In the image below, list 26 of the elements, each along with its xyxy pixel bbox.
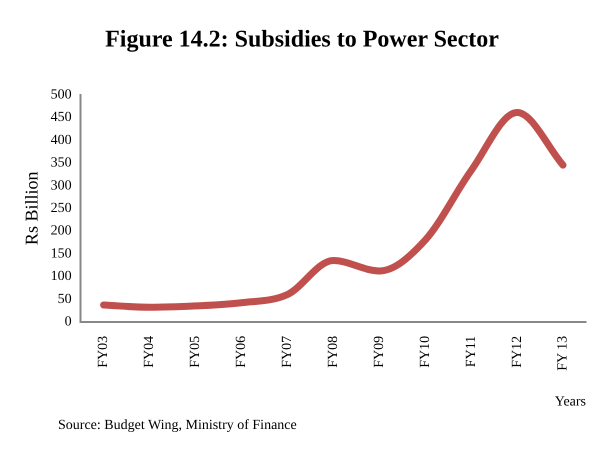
x-tick-label: FY07 <box>280 336 296 368</box>
y-tick-label: 300 <box>50 178 72 194</box>
chart-title: Figure 14.2: Subsidies to Power Sector <box>105 26 500 53</box>
x-tick-label: FY04 <box>142 336 158 368</box>
y-tick-label: 350 <box>50 156 72 171</box>
y-axis-title: Rs Billion <box>22 172 42 246</box>
y-tick-label: 0 <box>64 314 72 330</box>
y-tick-label: 150 <box>50 246 72 262</box>
y-tick-label: 250 <box>50 200 72 216</box>
x-tick-label: FY06 <box>234 336 250 368</box>
x-tick-label: FY 13 <box>556 336 571 371</box>
y-tick-label: 450 <box>50 110 72 126</box>
y-tick-label: 400 <box>50 132 72 148</box>
x-tick-label: FY03 <box>96 336 112 368</box>
y-tick-label: 50 <box>58 292 72 307</box>
y-tick-label: 500 <box>50 87 72 102</box>
x-tick-label: FY09 <box>372 336 387 368</box>
x-tick-label: FY08 <box>326 336 341 368</box>
x-tick-label: FY12 <box>510 336 525 368</box>
x-tick-label: FY11 <box>464 336 479 368</box>
y-tick-label: 100 <box>50 269 72 284</box>
y-tick-label: 200 <box>50 224 72 239</box>
x-axis-title: Years <box>554 394 586 410</box>
x-tick-label: FY05 <box>188 336 204 368</box>
x-tick-label: FY10 <box>418 336 433 368</box>
source-note: Source: Budget Wing, Ministry of Finance <box>57 418 298 434</box>
